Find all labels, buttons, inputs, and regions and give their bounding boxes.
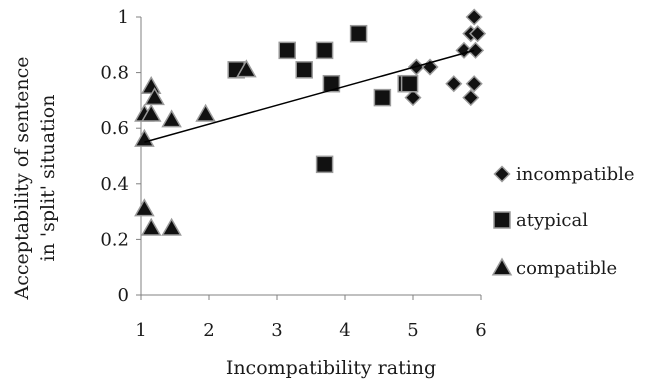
compatible-point <box>144 87 165 106</box>
incompatible-point <box>465 8 483 26</box>
compatible-point <box>134 128 155 147</box>
atypical-point <box>322 74 341 93</box>
x-tick-label: 2 <box>203 320 214 341</box>
compatible-point <box>161 109 182 128</box>
x-tick-label: 4 <box>339 320 350 341</box>
legend-square-icon <box>493 211 511 229</box>
compatible-point <box>134 198 155 217</box>
trendline <box>144 49 475 143</box>
atypical-point <box>315 155 334 174</box>
legend-label-incompatible: incompatible <box>516 164 635 185</box>
y-axis-title-line: Acceptability of sentence <box>11 57 33 301</box>
plot-area: 0 0.2 0.4 0.6 0.8 1 1 2 3 4 5 6 <box>100 7 486 341</box>
y-tick-label: 0.2 <box>100 229 129 250</box>
legend: incompatible atypical compatible <box>491 164 635 279</box>
x-tick-label: 6 <box>475 320 486 341</box>
compatible-point <box>161 217 182 236</box>
atypical-point <box>315 41 334 60</box>
compatible-point <box>140 103 162 122</box>
incompatible-point <box>465 75 483 93</box>
compatible-point <box>140 75 162 94</box>
x-tick-label: 3 <box>271 320 282 341</box>
compatible-point <box>140 217 162 236</box>
compatible-point <box>195 103 216 122</box>
compatible-point <box>236 59 257 78</box>
legend-label-compatible: compatible <box>516 258 617 279</box>
atypical-point <box>295 61 313 79</box>
atypical-point <box>349 24 368 43</box>
x-tick-label: 5 <box>407 320 418 341</box>
incompatible-point <box>462 89 480 107</box>
legend-diamond-icon <box>493 165 511 183</box>
y-tick-label: 1 <box>118 7 129 28</box>
x-tick-label: 1 <box>135 320 146 341</box>
y-tick-label: 0.8 <box>100 63 129 84</box>
x-axis-title: Incompatibility rating <box>226 357 436 379</box>
incompatible-point <box>469 25 487 43</box>
y-tick-label: 0 <box>118 285 129 306</box>
y-tick-label: 0.6 <box>100 118 129 139</box>
legend-label-atypical: atypical <box>516 210 588 231</box>
y-tick-label: 0.4 <box>100 174 129 195</box>
atypical-point <box>400 74 419 93</box>
y-axis-title: Acceptability of sentence in 'split' situ… <box>11 57 59 301</box>
incompatible-point <box>404 89 422 107</box>
incompatible-point <box>445 75 463 93</box>
legend-triangle-icon <box>491 257 513 276</box>
incompatible-point <box>466 41 485 59</box>
atypical-point <box>278 41 296 60</box>
atypical-point <box>373 88 392 107</box>
y-axis-title-line: in 'split' situation <box>37 95 59 262</box>
